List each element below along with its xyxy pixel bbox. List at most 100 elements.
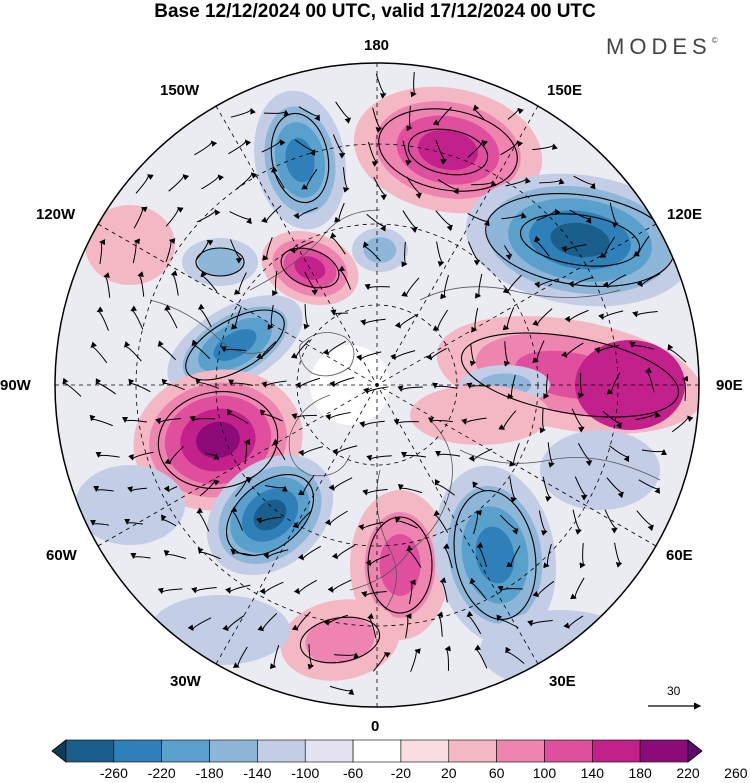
wind-arrow <box>405 613 412 639</box>
wind-arrow <box>561 244 587 253</box>
wind-arrow <box>435 140 447 165</box>
wind-arrow <box>681 375 689 401</box>
wind-arrow <box>538 510 548 536</box>
wind-arrow <box>135 174 154 194</box>
anomaly-blob <box>75 465 185 545</box>
wind-arrow <box>397 385 423 392</box>
wind-arrow <box>230 107 256 118</box>
wind-arrow <box>406 105 413 132</box>
height-contour <box>407 128 489 176</box>
colorbar-segment <box>113 739 162 763</box>
colorbar-tick-label: -20 <box>390 765 412 781</box>
wind-arrow <box>500 140 524 156</box>
wind-arrow <box>195 378 219 389</box>
wind-arrow <box>330 309 348 316</box>
wind-arrow <box>325 412 351 421</box>
wind-arrow <box>536 208 561 221</box>
wind-arrow <box>401 277 420 297</box>
anomaly-blob <box>475 526 515 584</box>
wind-arrow <box>342 167 350 193</box>
anomaly-blob <box>294 256 326 280</box>
wind-arrow <box>292 509 313 529</box>
wind-arrow <box>498 410 517 430</box>
wind-arrow <box>362 241 381 262</box>
wind-arrow <box>329 685 355 696</box>
wind-arrow <box>335 101 352 124</box>
wind-arrow <box>165 207 184 227</box>
lon-label-150e: 150E <box>547 82 583 99</box>
wind-arrow <box>272 270 279 297</box>
wind-arrow <box>99 239 106 265</box>
wind-arrow <box>62 377 82 397</box>
wind-arrow <box>401 241 408 268</box>
wind-arrow <box>163 550 187 560</box>
wind-arrow <box>502 307 515 331</box>
wind-arrow <box>298 446 324 457</box>
wind-arrow <box>264 485 288 492</box>
wind-arrow <box>197 547 221 560</box>
wind-arrow <box>503 341 511 367</box>
wind-arrow <box>444 645 451 671</box>
wind-arrow <box>307 644 315 670</box>
wind-arrow <box>161 378 185 391</box>
anomaly-blob <box>305 616 375 664</box>
colorbar-segment <box>448 739 497 763</box>
wind-arrow <box>90 341 108 364</box>
wind-arrow <box>461 417 487 425</box>
wind-arrow <box>236 172 258 190</box>
wind-arrow <box>433 509 449 533</box>
wind-arrow <box>594 344 620 354</box>
wind-arrow <box>598 310 624 321</box>
wind-arrow <box>635 411 661 421</box>
wind-arrow <box>289 240 314 254</box>
wind-arrow <box>328 477 353 491</box>
wind-arrow <box>543 543 552 569</box>
wind-arrow <box>191 586 217 594</box>
anomaly-blob <box>85 205 175 285</box>
wind-arrow <box>261 205 282 224</box>
wind-arrow <box>636 273 661 288</box>
wind-arrow <box>599 236 616 258</box>
height-contour <box>519 213 641 267</box>
brand-name: MODES <box>606 34 712 59</box>
wind-arrow <box>473 509 482 535</box>
colorbar-min-triangle <box>51 739 67 763</box>
colorbar-segment <box>257 739 306 763</box>
wind-arrow <box>527 619 553 627</box>
wind-arrow <box>435 450 461 457</box>
wind-arrow <box>375 73 387 99</box>
wind-arrow <box>128 378 151 393</box>
wind-arrow <box>568 276 594 288</box>
lon-label-180: 180 <box>364 37 390 54</box>
wind-arrow <box>360 318 386 326</box>
height-contour <box>280 247 340 289</box>
wind-arrow <box>469 577 487 599</box>
wind-arrow <box>574 476 588 501</box>
lon-label-90w: 90W <box>0 377 31 394</box>
wind-arrow <box>220 346 247 353</box>
wind-arrow <box>293 207 318 220</box>
wind-arrow <box>432 106 452 126</box>
wind-arrow <box>103 272 111 298</box>
wind-arrow <box>290 339 310 359</box>
wind-arrow <box>436 611 444 637</box>
colorbar-segment <box>544 739 593 763</box>
height-contour <box>270 112 330 204</box>
colorbar-tick-label: 180 <box>628 765 652 781</box>
wind-arrow <box>474 273 483 299</box>
wind-arrow <box>196 239 214 260</box>
wind-arrow <box>440 274 449 300</box>
anomaly-blob <box>379 534 421 596</box>
wind-arrow <box>257 612 278 632</box>
wind-arrow <box>604 509 618 534</box>
colorbar-tick-label: -100 <box>291 765 320 781</box>
wind-arrow <box>394 313 418 329</box>
colorbar-segment <box>304 739 354 763</box>
wind-arrow <box>397 483 423 494</box>
wind-arrow <box>390 350 416 361</box>
wind-arrow <box>362 488 388 496</box>
anomaly-field <box>55 63 699 707</box>
anomaly-blob <box>310 345 390 425</box>
wind-arrow <box>324 510 348 526</box>
wind-arrow <box>506 545 521 568</box>
